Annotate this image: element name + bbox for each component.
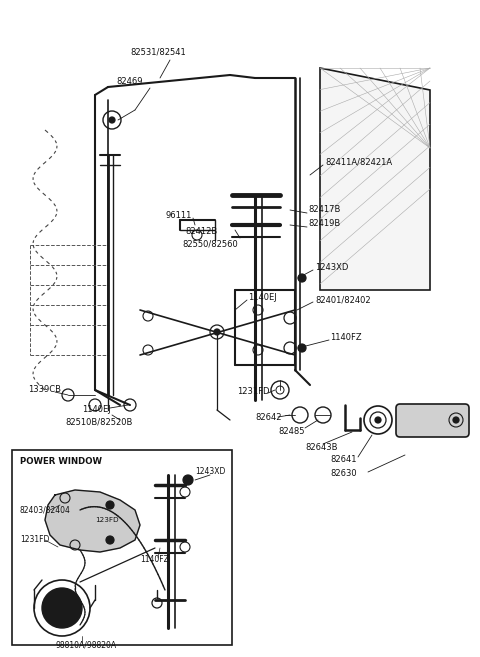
Text: 82401/82402: 82401/82402 <box>315 296 371 304</box>
Text: 98810A/98820A: 98810A/98820A <box>55 641 116 650</box>
Circle shape <box>183 475 193 485</box>
Text: 1243XD: 1243XD <box>315 263 348 273</box>
Circle shape <box>375 417 381 423</box>
Circle shape <box>214 329 220 335</box>
Text: 1231FD: 1231FD <box>237 388 269 397</box>
FancyBboxPatch shape <box>396 404 469 437</box>
Circle shape <box>42 588 82 628</box>
Text: 1231FD: 1231FD <box>20 535 49 545</box>
Text: 82411A/82421A: 82411A/82421A <box>325 158 392 166</box>
Text: 82403/82404: 82403/82404 <box>20 505 71 514</box>
Circle shape <box>298 274 306 282</box>
Circle shape <box>106 501 114 509</box>
Text: POWER WINDOW: POWER WINDOW <box>20 457 102 466</box>
Text: 82531/82541: 82531/82541 <box>130 47 186 57</box>
Text: 82510B/82520B: 82510B/82520B <box>65 417 132 426</box>
Polygon shape <box>45 490 140 552</box>
Text: 1140FZ: 1140FZ <box>330 334 361 342</box>
Text: 82641: 82641 <box>330 455 357 464</box>
Text: 82412B: 82412B <box>185 227 217 237</box>
FancyBboxPatch shape <box>12 450 232 645</box>
Text: 1140FZ: 1140FZ <box>140 556 169 564</box>
Text: 123FD: 123FD <box>95 517 119 523</box>
Text: 82469: 82469 <box>116 78 143 87</box>
Circle shape <box>298 344 306 352</box>
Text: 82643B: 82643B <box>305 443 337 451</box>
Text: 82642: 82642 <box>255 413 281 422</box>
Circle shape <box>106 536 114 544</box>
Circle shape <box>109 117 115 123</box>
Polygon shape <box>320 68 430 290</box>
Text: 82419B: 82419B <box>308 219 340 229</box>
Text: 1140EJ: 1140EJ <box>82 405 111 415</box>
Circle shape <box>453 417 459 423</box>
Text: 82630: 82630 <box>330 470 357 478</box>
Text: 96111: 96111 <box>165 210 192 219</box>
Circle shape <box>56 602 68 614</box>
Text: 1339CB: 1339CB <box>28 386 61 394</box>
Text: 82417B: 82417B <box>308 206 340 214</box>
Text: 82485: 82485 <box>278 428 304 436</box>
Text: 1243XD: 1243XD <box>195 468 226 476</box>
Text: 82550/82560: 82550/82560 <box>182 240 238 248</box>
Text: 1140EJ: 1140EJ <box>248 294 277 302</box>
